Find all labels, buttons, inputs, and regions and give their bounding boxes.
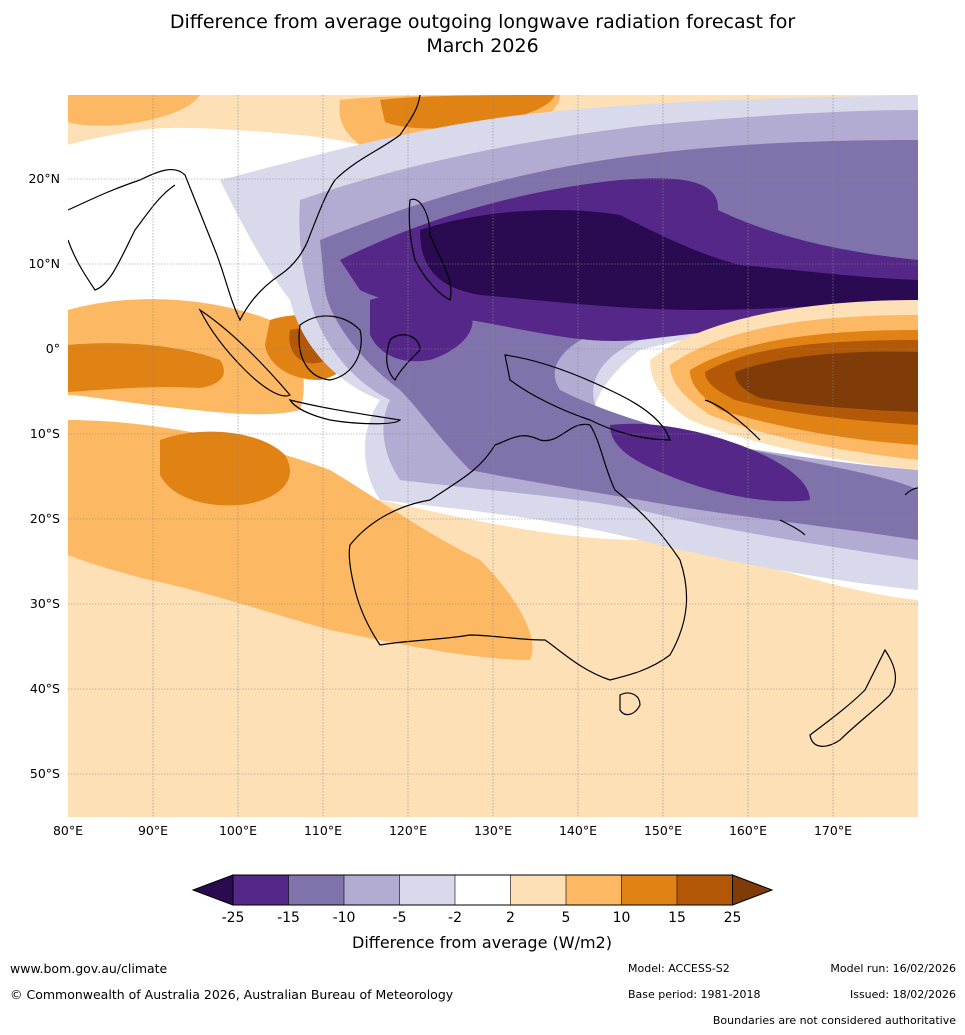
lon-label-170e: 170°E	[814, 823, 852, 838]
negative-anomaly-pacific-core	[420, 210, 918, 310]
coastlines	[68, 95, 918, 747]
australia-coastline	[348, 423, 688, 681]
latitude-labels: 20°N 10°N 0° 10°S 20°S 30°S 40°S 50°S	[28, 171, 60, 781]
india-coastline	[68, 184, 176, 291]
gridlines	[68, 95, 918, 817]
colorbar-swatch-0	[191, 874, 234, 906]
colorbar-swatch-4	[399, 875, 455, 905]
new-guinea-coastline	[504, 354, 671, 441]
borneo-coastline	[298, 315, 362, 381]
lon-label-160e: 160°E	[729, 823, 767, 838]
footer-base-period: Base period: 1981-2018	[628, 988, 761, 1001]
colorbar-swatch-8	[621, 875, 677, 905]
colorbar-swatch-6	[510, 875, 566, 905]
footer-issued: Issued: 18/02/2026	[849, 988, 956, 1001]
sulawesi-coastline	[386, 334, 421, 382]
colorbar-tick-5: 2	[506, 910, 515, 926]
chart-title: Difference from average outgoing longwav…	[0, 10, 965, 58]
colorbar-swatch-1	[233, 875, 289, 905]
title-line-2: March 2026	[426, 35, 539, 57]
colorbar-swatch-10	[732, 874, 774, 906]
colorbar-tick-0: -25	[222, 910, 245, 926]
lat-label-10s: 10°S	[30, 426, 60, 441]
lat-label-50s: 50°S	[30, 766, 60, 781]
footer-model: Model: ACCESS-S2	[628, 962, 730, 975]
colorbar: -25 -15 -10 -5 -2 2 5 10 15 25 Differenc…	[191, 874, 774, 952]
colorbar-tick-8: 15	[668, 910, 686, 926]
colorbar-swatch-7	[566, 875, 622, 905]
lon-label-80e: 80°E	[53, 823, 83, 838]
footer-model-run: Model run: 16/02/2026	[830, 962, 956, 975]
positive-anomaly-equator-west-strong	[68, 343, 224, 392]
positive-anomaly-east-peak	[735, 351, 918, 412]
footer-copyright: © Commonwealth of Australia 2026, Austra…	[10, 987, 454, 1002]
islands-coastline	[704, 399, 918, 536]
colorbar-tick-9: 25	[724, 910, 742, 926]
lat-label-40s: 40°S	[30, 681, 60, 696]
colorbar-swatch-5	[455, 875, 511, 905]
lon-label-130e: 130°E	[474, 823, 512, 838]
footer-website[interactable]: www.bom.gov.au/climate	[10, 961, 168, 976]
lat-label-20s: 20°S	[30, 511, 60, 526]
philippines-coastline	[408, 198, 452, 301]
sumatra-coastline	[198, 308, 291, 397]
lat-label-30s: 30°S	[30, 596, 60, 611]
lon-label-90e: 90°E	[138, 823, 168, 838]
lat-label-0: 0°	[46, 341, 60, 356]
colorbar-tick-1: -15	[277, 910, 300, 926]
title-line-1: Difference from average outgoing longwav…	[169, 11, 796, 33]
colorbar-dividers	[288, 875, 678, 905]
new-zealand-coastline	[809, 648, 897, 747]
lat-label-20n: 20°N	[28, 171, 60, 186]
colorbar-swatch-9	[677, 875, 733, 905]
lon-label-150e: 150°E	[644, 823, 682, 838]
positive-anomaly-indian-ocean	[160, 431, 290, 506]
colorbar-swatch-2	[288, 875, 344, 905]
lon-label-110e: 110°E	[304, 823, 342, 838]
negative-anomaly-philippines	[370, 295, 473, 362]
footer-disclaimer: Boundaries are not considered authoritat…	[712, 1014, 956, 1027]
lon-label-100e: 100°E	[219, 823, 257, 838]
colorbar-swatch-3	[344, 875, 400, 905]
anomaly-field	[68, 95, 918, 817]
colorbar-outline	[232, 874, 733, 906]
colorbar-tick-6: 5	[562, 910, 571, 926]
longitude-labels: 80°E 90°E 100°E 110°E 120°E 130°E 140°E …	[53, 823, 852, 838]
lon-label-140e: 140°E	[559, 823, 597, 838]
positive-anomaly-arabia	[68, 95, 200, 126]
negative-anomaly-coral-sea	[610, 423, 810, 502]
lat-label-10n: 10°N	[28, 256, 60, 271]
lon-label-120e: 120°E	[389, 823, 427, 838]
positive-anomaly-china-strong	[380, 95, 555, 129]
asia-coastline	[68, 95, 421, 322]
java-coastline	[288, 399, 402, 425]
colorbar-title: Difference from average (W/m2)	[352, 933, 612, 952]
colorbar-tick-4: -2	[448, 910, 462, 926]
tasmania-coastline	[619, 692, 641, 716]
colorbar-tick-3: -5	[393, 910, 407, 926]
colorbar-tick-7: 10	[613, 910, 631, 926]
colorbar-tick-2: -10	[333, 910, 356, 926]
